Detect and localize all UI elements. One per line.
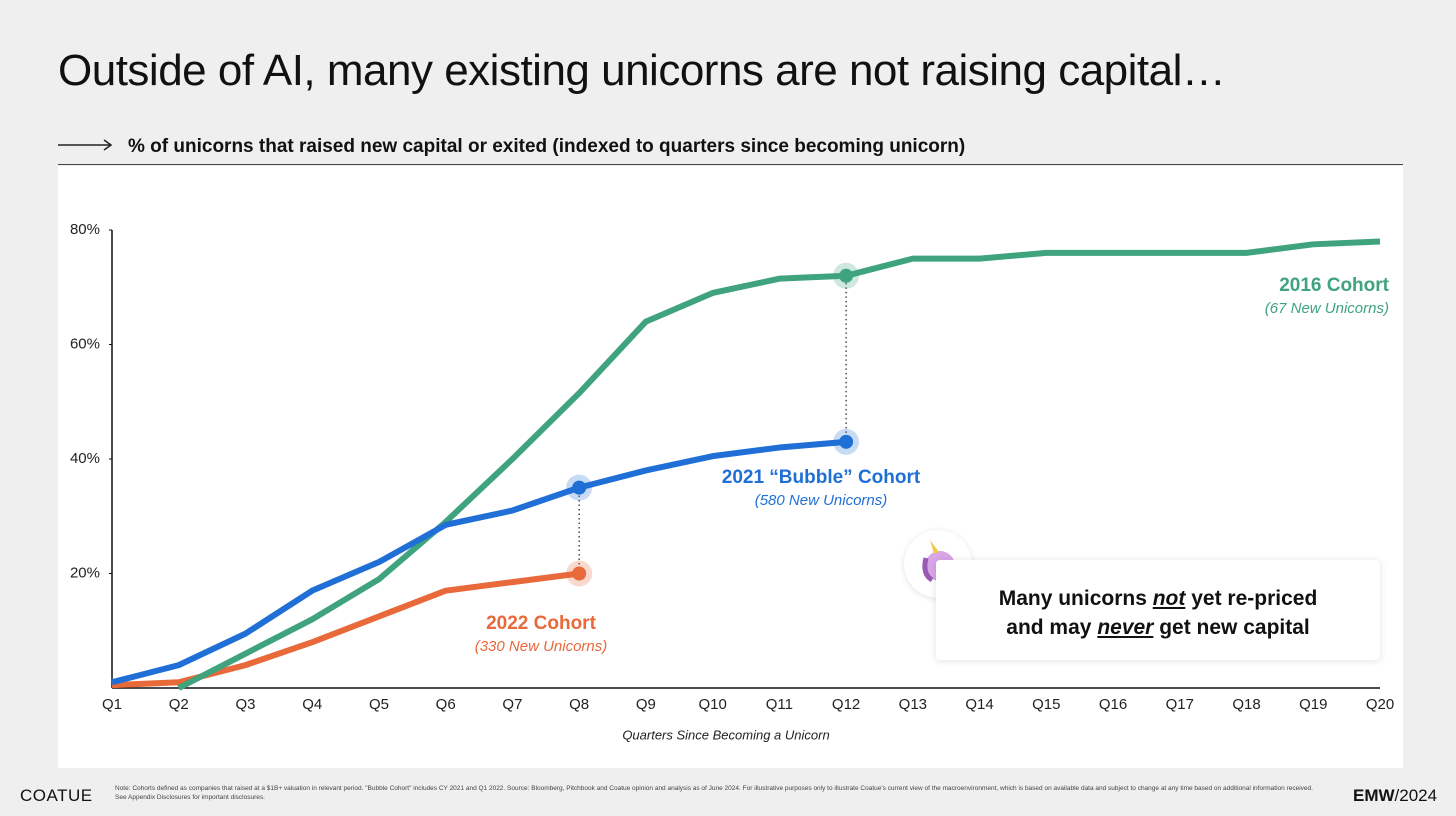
y-tick-label: 40%	[70, 450, 100, 467]
x-tick-label: Q17	[1166, 696, 1194, 713]
x-tick-label: Q9	[636, 696, 656, 713]
series-label: 2022 Cohort	[486, 613, 596, 634]
x-tick-label: Q8	[569, 696, 589, 713]
callout-line: Many unicorns not yet re-priced	[936, 584, 1380, 613]
point	[839, 268, 854, 283]
callout: Many unicorns not yet re-priced and may …	[936, 560, 1380, 660]
y-tick-label: 60%	[70, 335, 100, 352]
point	[572, 480, 587, 495]
callout-text: yet re-priced	[1185, 587, 1318, 610]
callout-text: get new capital	[1153, 616, 1310, 639]
series-label: 2021 “Bubble” Cohort	[722, 467, 921, 488]
x-tick-label: Q19	[1299, 696, 1327, 713]
x-tick-label: Q20	[1366, 696, 1394, 713]
series-note: (67 New Unicorns)	[1265, 300, 1389, 317]
x-tick-label: Q11	[766, 696, 793, 713]
x-tick-label: Q7	[502, 696, 522, 713]
brand-bold: EMW	[1353, 786, 1395, 805]
brand-rest: /2024	[1394, 786, 1438, 805]
y-tick-label: 80%	[70, 221, 100, 238]
series-line	[111, 438, 847, 686]
x-tick-label: Q18	[1232, 696, 1260, 713]
footnote: Note: Cohorts defined as companies that …	[115, 785, 1313, 801]
point	[839, 434, 854, 449]
callout-line: and may never get new capital	[936, 613, 1380, 642]
rule	[58, 164, 1403, 165]
x-tick-label: Q16	[1099, 696, 1127, 713]
x-tick-label: Q6	[436, 696, 456, 713]
brand: EMW/2024	[1353, 786, 1437, 806]
subtitle: % of unicorns that raised new capital or…	[128, 136, 966, 157]
series-line	[177, 238, 1381, 691]
x-axis-label: Quarters Since Becoming a Unicorn	[622, 727, 829, 742]
callout-emphasis: not	[1152, 587, 1186, 610]
logo: COATUE	[20, 786, 93, 805]
y-tick-label: 20%	[70, 564, 100, 581]
x-tick-label: Q2	[169, 696, 189, 713]
callout-text: Many unicorns	[998, 587, 1153, 610]
title: Outside of AI, many existing unicorns ar…	[58, 46, 1226, 95]
point	[572, 566, 587, 581]
arrow-icon	[58, 139, 113, 151]
x-tick-label: Q3	[235, 696, 255, 713]
panel	[58, 166, 1403, 768]
x-tick-label: Q15	[1032, 696, 1060, 713]
series-label: 2016 Cohort	[1279, 275, 1389, 296]
series-note: (580 New Unicorns)	[755, 492, 888, 509]
x-tick-label: Q14	[965, 696, 993, 713]
callout-text: and may	[1006, 616, 1098, 639]
x-tick-label: Q12	[832, 696, 860, 713]
x-tick-label: Q13	[899, 696, 927, 713]
x-tick-label: Q1	[102, 696, 122, 713]
x-tick-label: Q5	[369, 696, 389, 713]
x-tick-label: Q10	[698, 696, 726, 713]
callout-emphasis: never	[1097, 616, 1154, 639]
x-tick-label: Q4	[302, 696, 322, 713]
series-note: (330 New Unicorns)	[475, 638, 608, 655]
